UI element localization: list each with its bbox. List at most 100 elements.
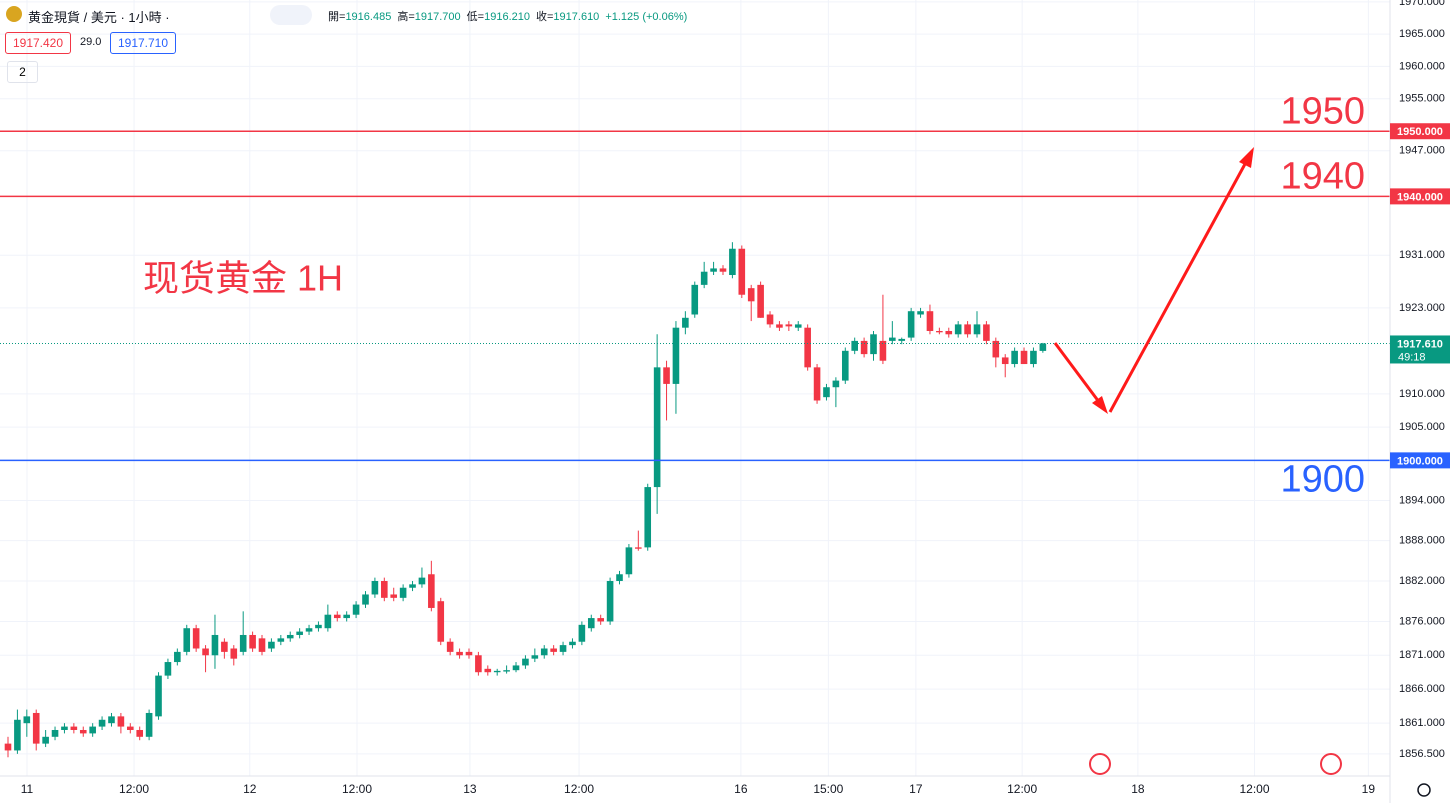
candle-body xyxy=(456,651,463,656)
candle-body xyxy=(917,311,924,315)
candle-body xyxy=(268,641,275,649)
indicators-toggle[interactable]: 2 xyxy=(7,61,38,83)
level-tag-label: 1900.000 xyxy=(1397,455,1443,467)
candle-body xyxy=(898,338,906,341)
arrow xyxy=(1108,152,1253,413)
candle-body xyxy=(578,624,586,642)
x-tick-label: 13 xyxy=(463,782,477,796)
candle-body xyxy=(832,380,840,388)
candle-body xyxy=(399,587,407,598)
candle-body xyxy=(522,658,529,666)
candle-body xyxy=(145,712,153,737)
y-tick-label: 1923.000 xyxy=(1399,302,1445,314)
candle-body xyxy=(587,618,595,629)
candle-body xyxy=(550,648,557,652)
candle-body xyxy=(616,574,623,581)
candle-body xyxy=(409,584,416,588)
candle-body xyxy=(277,638,285,642)
y-tick-label: 1905.000 xyxy=(1399,421,1445,433)
candle-body xyxy=(493,670,501,673)
candle-body xyxy=(333,614,341,619)
candle-body xyxy=(14,719,21,751)
candle-body xyxy=(390,594,398,598)
level-tag-label: 1940.000 xyxy=(1397,191,1443,203)
indicator-toggle[interactable] xyxy=(270,5,312,25)
candle-body xyxy=(973,324,981,335)
y-tick-label: 1882.000 xyxy=(1399,575,1445,587)
candle-body xyxy=(324,614,332,629)
ohlc-value: 1917.610 xyxy=(553,11,600,23)
candle-body xyxy=(879,340,887,361)
candle-body xyxy=(1011,350,1018,365)
candle-body xyxy=(32,712,40,744)
candle-body xyxy=(682,317,689,328)
candle-body xyxy=(343,614,350,619)
ohlc-value: 1916.210 xyxy=(484,11,530,23)
x-tick-label: 11 xyxy=(21,782,34,796)
candle-body xyxy=(889,337,896,341)
candle-body xyxy=(192,628,200,649)
candle-body xyxy=(183,628,191,652)
x-tick-label: 12:00 xyxy=(342,782,372,796)
candle-body xyxy=(531,655,539,659)
candle-body xyxy=(1039,343,1047,351)
candle-body xyxy=(766,314,774,325)
candle-body xyxy=(371,580,379,595)
y-tick-label: 1894.000 xyxy=(1399,494,1445,506)
price-change: +1.125 (+0.06%) xyxy=(605,11,688,23)
candle-body xyxy=(625,547,633,575)
y-tick-label: 1910.000 xyxy=(1399,388,1445,400)
candle-body xyxy=(286,634,294,639)
candle-body xyxy=(428,574,435,608)
arrow-drawing xyxy=(1053,147,1254,414)
candle-body xyxy=(239,634,247,652)
y-tick-label: 1871.000 xyxy=(1399,649,1445,661)
candle-body xyxy=(70,726,78,730)
y-tick-label: 1856.500 xyxy=(1399,748,1445,760)
buy-button[interactable]: 1917.710 xyxy=(110,32,176,54)
chart-title: 现货黄金 1H xyxy=(143,258,343,299)
symbol-icon xyxy=(6,6,22,22)
candle-body xyxy=(804,327,811,368)
y-tick-label: 1888.000 xyxy=(1399,535,1445,547)
candle-body xyxy=(936,330,943,333)
candle-body xyxy=(381,580,388,598)
sell-button[interactable]: 1917.420 xyxy=(5,32,71,54)
ohlc-value: 1916.485 xyxy=(345,11,392,23)
candle-body xyxy=(418,577,426,585)
candle-body xyxy=(606,580,614,622)
candle-body xyxy=(164,662,172,676)
candle-body xyxy=(512,665,520,671)
x-tick-label: 17 xyxy=(909,782,923,796)
candle-body xyxy=(437,601,445,642)
x-tick-label: 16 xyxy=(734,782,748,796)
symbol[interactable]: 黄金現貨 / 美元 · 1小時 · xyxy=(28,10,170,25)
flag-icon[interactable] xyxy=(1089,753,1111,775)
flag-icon[interactable] xyxy=(1320,753,1342,775)
spread: 29.0 xyxy=(80,36,102,48)
candle-body xyxy=(964,324,971,335)
candle-body xyxy=(841,350,849,381)
y-tick-label: 1970.000 xyxy=(1399,0,1445,8)
candle-body xyxy=(738,248,746,295)
level-label: 1900 xyxy=(1280,458,1365,500)
settings-icon[interactable] xyxy=(1417,783,1431,797)
candle-body xyxy=(61,726,68,730)
candle-body xyxy=(296,631,303,635)
candle-body xyxy=(465,651,473,656)
arrow xyxy=(1053,342,1107,411)
candle-body xyxy=(1020,350,1028,365)
event-flag[interactable] xyxy=(1089,753,1342,775)
candle-body xyxy=(126,726,134,730)
candle-body xyxy=(870,334,877,355)
candle-body xyxy=(540,648,548,656)
y-tick-label: 1861.000 xyxy=(1399,717,1445,729)
x-tick-label: 15:00 xyxy=(813,782,843,796)
candle-body xyxy=(89,726,96,734)
candle-body xyxy=(823,387,830,398)
ohlc-value: 1917.700 xyxy=(414,11,461,23)
level-tag-label: 1950.000 xyxy=(1397,126,1443,138)
candle-body xyxy=(1001,357,1009,365)
candle-body xyxy=(983,324,990,341)
